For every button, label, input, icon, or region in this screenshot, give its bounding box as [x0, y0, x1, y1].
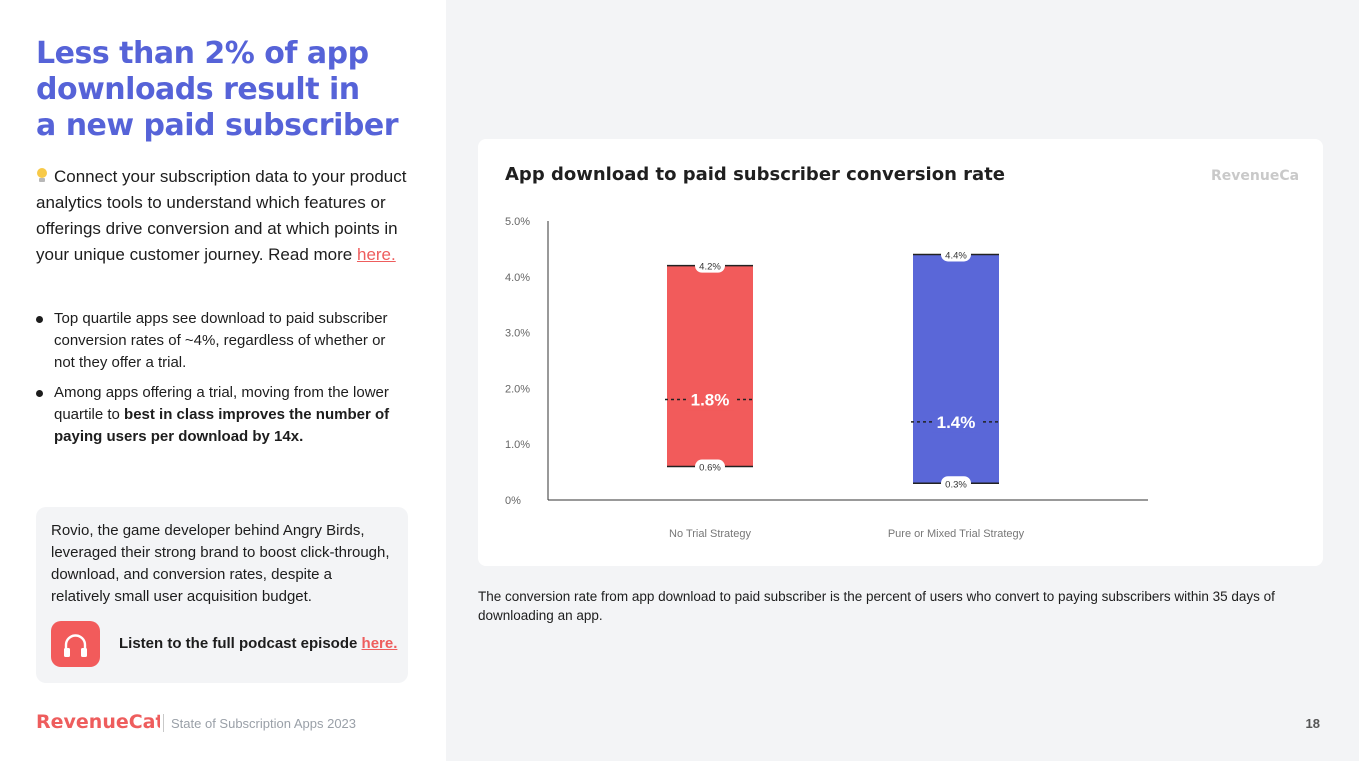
- lightbulb-icon: [36, 168, 48, 184]
- y-tick-label: 2.0%: [505, 383, 530, 395]
- y-tick-label: 1.0%: [505, 439, 530, 451]
- bar: [667, 265, 753, 467]
- median-value-label: 1.8%: [691, 391, 730, 410]
- bullet-list: Top quartile apps see download to paid s…: [36, 308, 406, 456]
- low-label-bg: [695, 459, 725, 474]
- high-label-bg: [695, 258, 725, 273]
- bullet-text: Among apps offering a trial, moving from…: [54, 384, 389, 423]
- headphones-icon[interactable]: [51, 621, 100, 667]
- category-label: No Trial Strategy: [669, 528, 751, 540]
- chart-card: App download to paid subscriber conversi…: [478, 139, 1323, 566]
- bullet-item: Among apps offering a trial, moving from…: [36, 382, 406, 448]
- y-tick-label: 0%: [505, 495, 521, 507]
- chart-caption: The conversion rate from app download to…: [478, 589, 1275, 623]
- low-label-bg: [941, 476, 971, 491]
- chart-title: App download to paid subscriber conversi…: [505, 164, 1006, 185]
- low-value-label: 0.6%: [699, 463, 721, 474]
- revenuecat-logo: RevenueCat: [36, 707, 165, 742]
- y-tick-label: 4.0%: [505, 272, 530, 284]
- high-label-bg: [941, 247, 971, 262]
- page-number: 18: [1305, 716, 1320, 731]
- intro-text: Connect your subscription data to your p…: [36, 167, 407, 264]
- y-tick-label: 5.0%: [505, 216, 530, 228]
- left-panel: Less than 2% of app downloads result in …: [0, 0, 446, 761]
- rovio-case-card: Rovio, the game developer behind Angry B…: [36, 507, 408, 683]
- headline-line: Less than 2% of app: [36, 36, 369, 71]
- headline: Less than 2% of app downloads result in …: [36, 36, 436, 144]
- median-label-bg: [932, 410, 980, 433]
- y-tick-label: 3.0%: [505, 328, 530, 340]
- podcast-text: Listen to the full podcast episode: [119, 635, 358, 652]
- card-brand: RevenueCat: [1211, 168, 1299, 184]
- headline-line: a new paid subscriber: [36, 108, 399, 143]
- podcast-cta: Listen to the full podcast episode here.: [119, 635, 397, 652]
- footer-brand: RevenueCat: [36, 711, 160, 733]
- podcast-link[interactable]: here.: [361, 635, 398, 652]
- median-label-bg: [686, 388, 734, 411]
- read-more-link[interactable]: here.: [356, 245, 396, 264]
- low-value-label: 0.3%: [945, 479, 967, 490]
- high-value-label: 4.4%: [945, 250, 967, 261]
- card-text: Rovio, the game developer behind Angry B…: [51, 522, 390, 605]
- bar: [913, 254, 999, 484]
- bullet-text: Top quartile apps see download to paid s…: [54, 310, 388, 371]
- conversion-chart: 0% 1.0% 2.0% 3.0% 4.0% 5.0% 4.2% 0.6% 1.8% No Tri…: [505, 216, 1148, 540]
- headline-line: downloads result in: [36, 72, 360, 107]
- report-name: State of Subscription Apps 2023: [171, 716, 357, 731]
- category-label: Pure or Mixed Trial Strategy: [888, 528, 1025, 540]
- high-value-label: 4.2%: [699, 262, 721, 273]
- bullet-bold-text: best in class improves the number of pay…: [54, 406, 390, 445]
- intro-paragraph: Connect your subscription data to your p…: [36, 164, 416, 268]
- median-value-label: 1.4%: [937, 413, 976, 432]
- card-brand-logo: RevenueCat: [1209, 163, 1306, 192]
- footer-divider: [163, 714, 164, 732]
- bullet-item: Top quartile apps see download to paid s…: [36, 308, 406, 374]
